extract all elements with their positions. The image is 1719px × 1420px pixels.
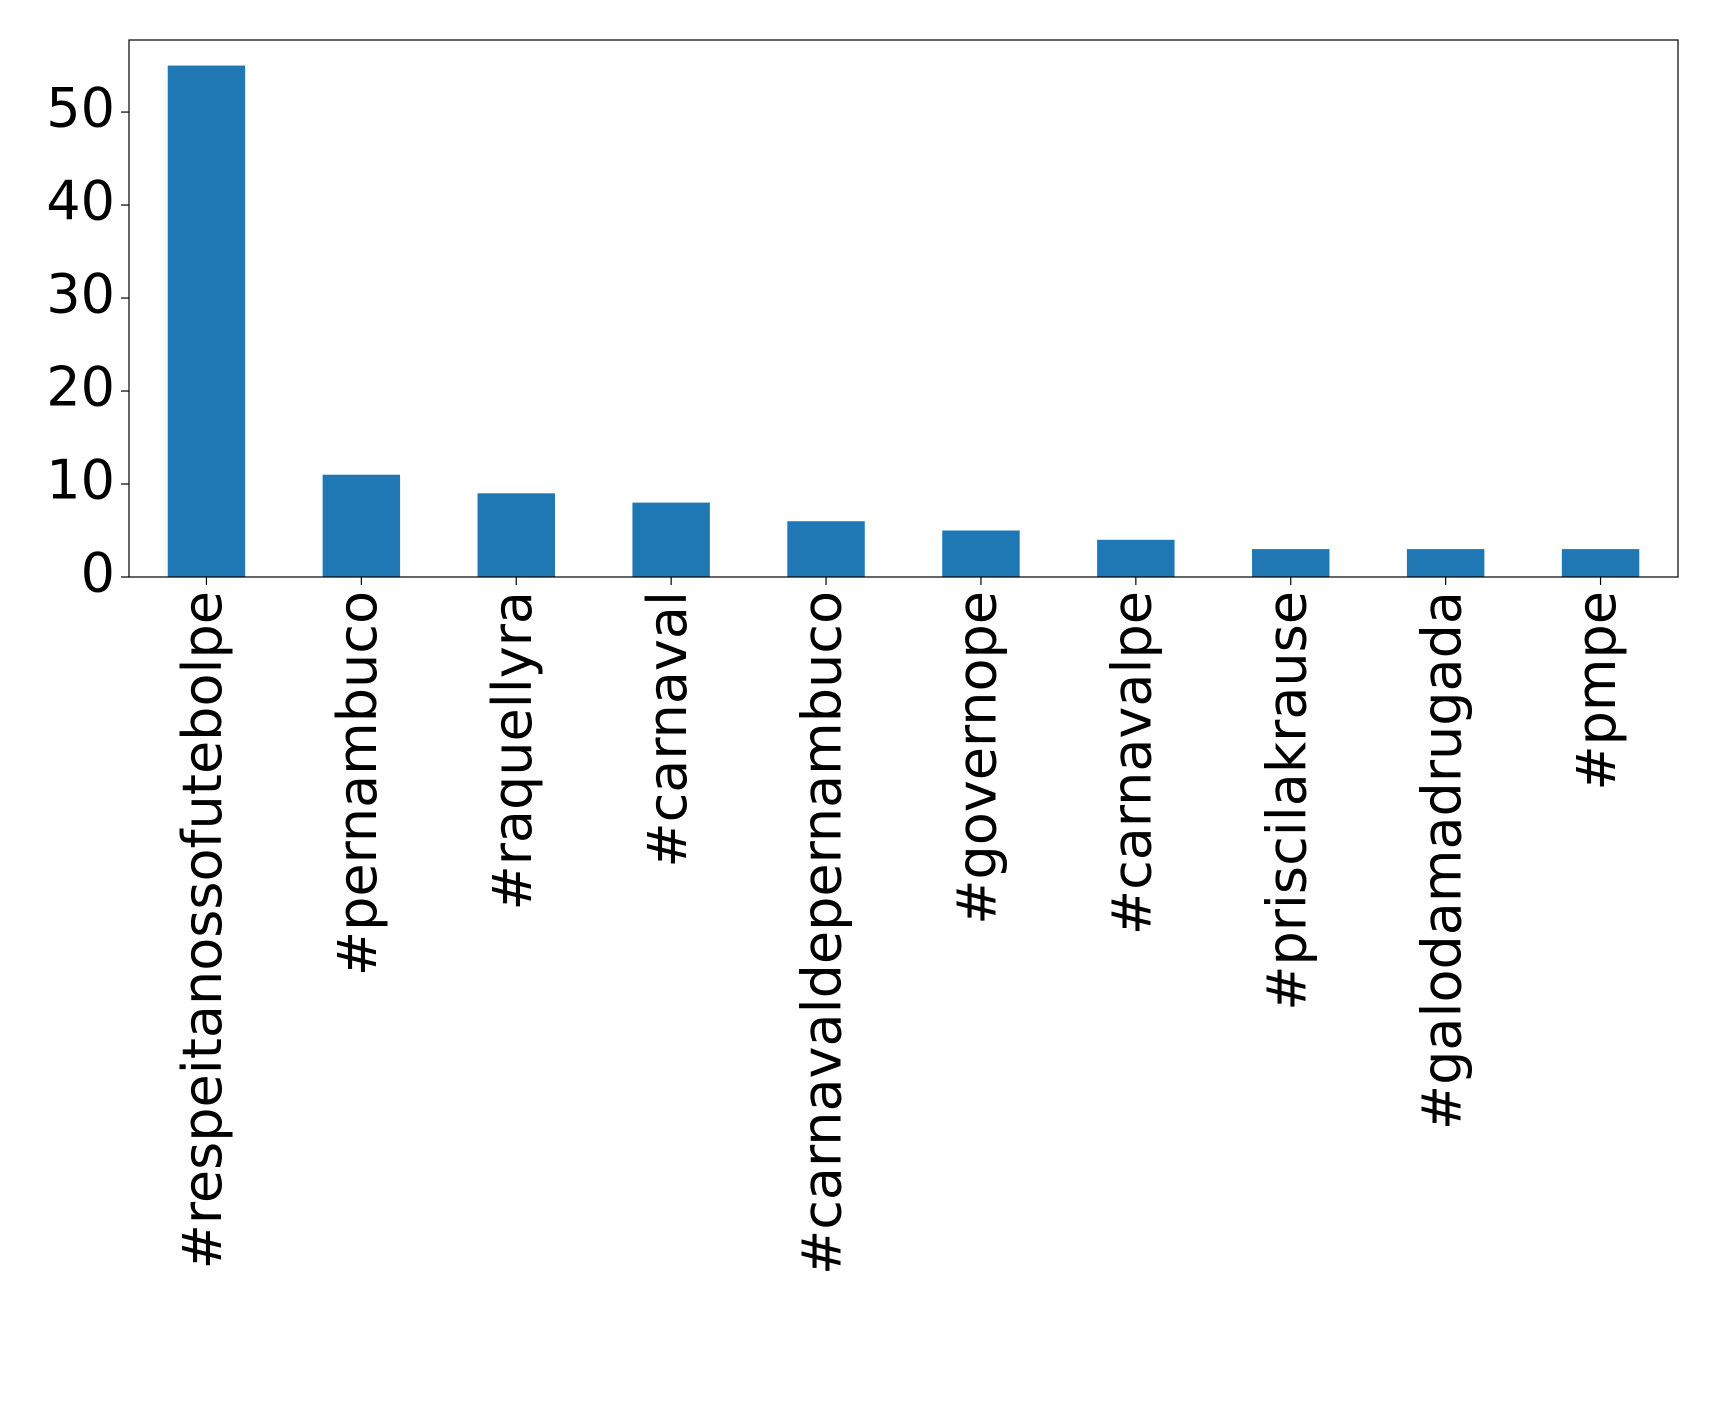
x-tick-label: #pernambuco (326, 591, 389, 976)
bar (1406, 549, 1485, 577)
x-tick-label: #carnaval (636, 591, 699, 868)
bar (477, 493, 555, 577)
x-tick-label: #carnavalpe (1100, 591, 1163, 935)
y-tick-label: 10 (46, 449, 115, 512)
bar (942, 530, 1020, 577)
bar (322, 474, 401, 577)
y-tick-label: 40 (46, 170, 115, 233)
x-tick-label: #pmpe (1565, 591, 1628, 791)
x-tick-label: #galodamadrugada (1410, 591, 1473, 1130)
bar (1561, 549, 1640, 577)
bar (1252, 549, 1330, 577)
x-tick-label: #carnavaldepernambuco (791, 591, 854, 1275)
y-tick-label: 20 (46, 356, 115, 419)
bar (167, 65, 246, 578)
bar (787, 521, 865, 577)
x-tick-label: #respeitanossofutebolpe (171, 591, 234, 1269)
x-tick-label: #raquellyra (481, 591, 544, 911)
x-tick-label: #priscilakrause (1255, 591, 1318, 1011)
y-tick-label: 0 (81, 542, 115, 605)
plot-frame (128, 39, 1679, 578)
y-tick-label: 30 (46, 263, 115, 326)
x-tick-label: #governope (946, 591, 1009, 925)
y-tick-label: 50 (46, 77, 115, 140)
bar (1097, 539, 1175, 577)
bar (632, 502, 710, 577)
